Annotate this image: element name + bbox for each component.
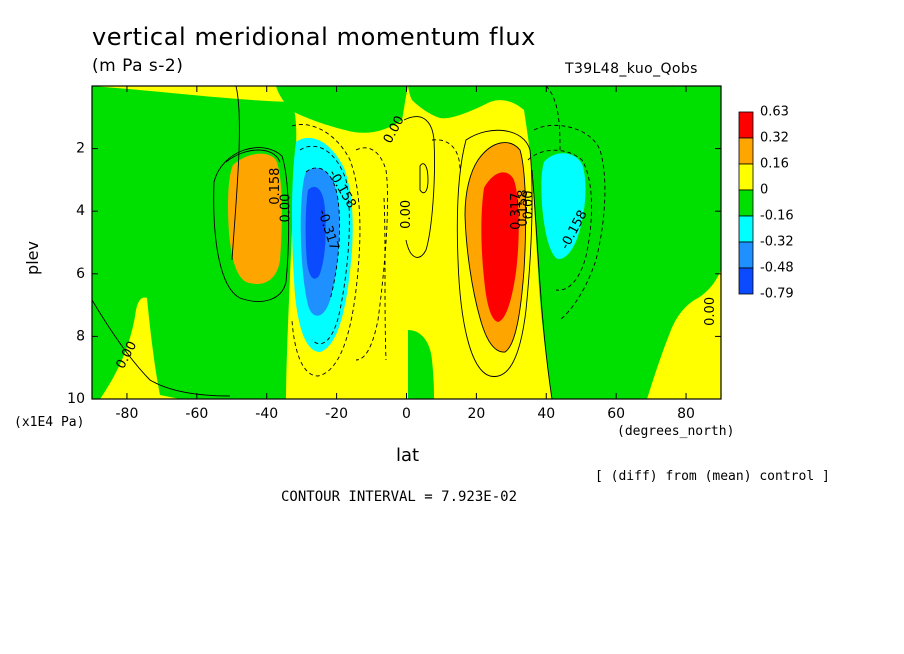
orange-region-south bbox=[228, 153, 282, 284]
chart-units: (m Pa s-2) bbox=[92, 56, 184, 76]
contour-label: 0.00 bbox=[399, 200, 414, 229]
contour-line bbox=[527, 149, 593, 291]
contour-line bbox=[456, 129, 533, 377]
y-tick-label: 10 bbox=[67, 391, 85, 407]
colorbar-label: 0.63 bbox=[760, 105, 789, 120]
y-tick-label: 2 bbox=[76, 141, 85, 157]
contour-line bbox=[305, 167, 341, 301]
colorbar-swatch bbox=[738, 163, 754, 191]
contour-label: 0.00 bbox=[521, 190, 536, 219]
colorbar-label: 0 bbox=[760, 183, 768, 198]
y-axis-unit: (x1E4 Pa) bbox=[14, 415, 85, 430]
x-tick-label: -80 bbox=[116, 406, 139, 422]
x-tick-label: -60 bbox=[185, 406, 208, 422]
contour-line bbox=[225, 149, 281, 163]
chart-title: vertical meridional momentum flux bbox=[92, 23, 536, 51]
colorbar-swatch bbox=[738, 241, 754, 269]
contour-line bbox=[431, 139, 461, 171]
cyan-region-north bbox=[541, 153, 586, 260]
x-axis-label: lat bbox=[396, 445, 420, 466]
x-tick-label: -40 bbox=[255, 406, 278, 422]
contour-label: 0.00 bbox=[703, 297, 718, 326]
x-tick-label: -20 bbox=[325, 406, 348, 422]
red-region-north bbox=[481, 172, 519, 322]
contour-line bbox=[291, 124, 361, 377]
yellow-region-right-bottom bbox=[647, 270, 721, 399]
colorbar-swatch bbox=[738, 267, 754, 295]
colorbar-swatch bbox=[738, 111, 754, 139]
y-tick-label: 6 bbox=[76, 266, 85, 282]
colorbar: 0.63 0.32 0.16 0 -0.16 -0.32 -0.48 -0.79 bbox=[738, 105, 794, 302]
contour-line bbox=[531, 169, 553, 399]
x-axis: -80 -60 -40 -20 0 20 40 60 80 bbox=[116, 86, 695, 422]
contour-label: 0.00 bbox=[278, 194, 293, 223]
contour-label: 0.158 bbox=[516, 189, 531, 226]
colorbar-label: 0.32 bbox=[760, 131, 789, 146]
colorbar-swatch bbox=[738, 215, 754, 243]
contour-label: 0.158 bbox=[268, 168, 283, 205]
x-axis-unit: (degrees_north) bbox=[617, 424, 735, 439]
colorbar-label: -0.48 bbox=[760, 261, 794, 276]
x-tick-label: 20 bbox=[467, 406, 485, 422]
green-region-equator-bottom bbox=[408, 330, 434, 399]
contour-line bbox=[383, 197, 387, 361]
x-tick-label: 60 bbox=[607, 406, 625, 422]
contour-line bbox=[403, 116, 435, 258]
dark-blue-region-south bbox=[305, 186, 326, 279]
run-label: T39L48_kuo_Qobs bbox=[565, 61, 698, 77]
y-axis: 2 4 6 8 10 bbox=[67, 141, 721, 407]
green-region-top-center bbox=[276, 86, 408, 133]
colorbar-label: -0.16 bbox=[760, 209, 794, 224]
colorbar-swatch bbox=[738, 189, 754, 217]
colorbar-swatch bbox=[738, 137, 754, 165]
diff-note: [ (diff) from (mean) control ] bbox=[595, 469, 830, 484]
contour-interval: CONTOUR INTERVAL = 7.923E-02 bbox=[281, 489, 518, 505]
contour-line bbox=[464, 142, 527, 353]
contour-line bbox=[533, 124, 606, 321]
contour-line bbox=[355, 147, 388, 361]
y-tick-label: 8 bbox=[76, 328, 85, 344]
x-tick-label: 80 bbox=[677, 406, 695, 422]
colorbar-label: 0.16 bbox=[760, 157, 789, 172]
contour-label: 0.317 bbox=[509, 193, 524, 230]
y-tick-label: 4 bbox=[76, 203, 85, 219]
contour-line bbox=[213, 147, 290, 302]
contour-line bbox=[419, 163, 429, 194]
x-tick-label: 40 bbox=[537, 406, 555, 422]
colorbar-label: -0.79 bbox=[760, 287, 794, 302]
contour-line bbox=[231, 86, 240, 261]
x-tick-label: 0 bbox=[402, 406, 411, 422]
colorbar-label: -0.32 bbox=[760, 235, 794, 250]
contour-line bbox=[92, 299, 231, 397]
contour-line bbox=[299, 145, 350, 345]
